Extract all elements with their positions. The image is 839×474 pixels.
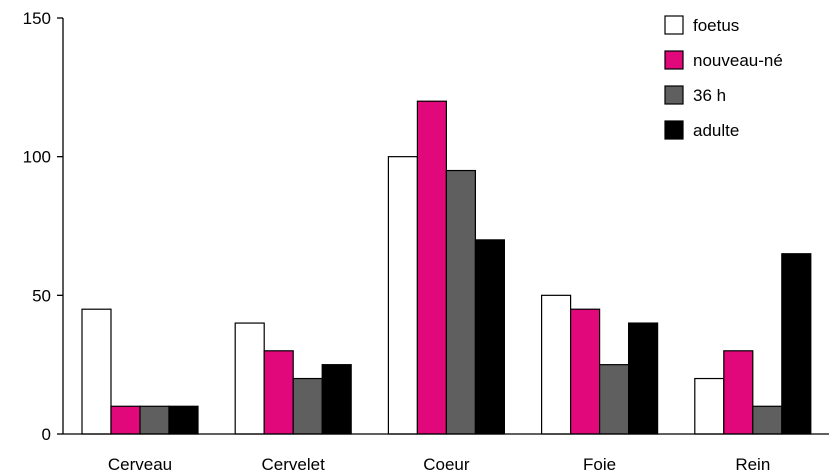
bar-cerveau-1 [110, 405, 141, 435]
bar-coeur-2 [445, 169, 476, 435]
y-tick-label: 100 [23, 148, 51, 167]
bar-rein-0 [694, 377, 725, 435]
legend-label: 36 h [693, 86, 726, 105]
legend-swatch [664, 50, 684, 70]
bar-rein-2 [752, 405, 783, 435]
y-tick-label: 150 [23, 9, 51, 28]
x-tick-label: Cerveau [108, 455, 172, 474]
bar-rein-3 [781, 253, 812, 435]
bar-cervelet-3 [321, 364, 352, 435]
legend-label: nouveau-né [693, 51, 783, 70]
x-tick-label: Coeur [423, 455, 470, 474]
y-tick-label: 0 [42, 425, 51, 444]
legend-label: adulte [693, 121, 739, 140]
bar-coeur-0 [387, 156, 418, 435]
x-tick-label: Rein [735, 455, 770, 474]
bar-coeur-1 [416, 100, 447, 435]
x-tick-label: Cervelet [262, 455, 326, 474]
y-ticks: 0 50 100 150 [23, 9, 63, 444]
x-tick-label: Foie [583, 455, 616, 474]
bar-foie-0 [540, 294, 572, 435]
bar-foie-1 [569, 308, 601, 435]
legend-swatch [664, 15, 684, 35]
bar-cerveau-0 [81, 308, 112, 435]
bar-cervelet-2 [292, 377, 323, 435]
legend-label: foetus [693, 16, 739, 35]
y-tick-label: 50 [32, 286, 51, 305]
bar-cerveau-2 [139, 405, 170, 435]
x-tick-labels: Cerveau Cervelet Coeur Foie Rein [108, 455, 770, 474]
bar-cerveau-3 [168, 405, 199, 435]
bar-foie-3 [627, 322, 659, 435]
bar-cervelet-1 [263, 350, 294, 435]
bar-rein-1 [723, 350, 754, 435]
legend: foetus nouveau-né 36 h adulte [664, 15, 783, 140]
legend-swatch [664, 85, 684, 105]
bar-foie-2 [598, 364, 630, 435]
bar-coeur-3 [474, 239, 505, 435]
legend-swatch [664, 120, 684, 140]
bar-cervelet-0 [234, 322, 265, 435]
bars-group [81, 100, 812, 435]
